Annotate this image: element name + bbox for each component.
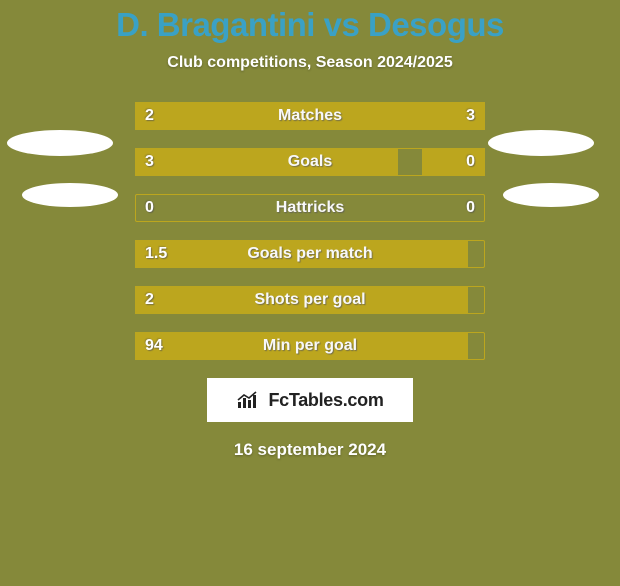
left-oval [22,183,118,207]
row-label: Shots per goal [254,291,365,309]
stat-row: 0 0 Hattricks [135,194,485,222]
value-left: 2 [145,107,154,125]
stat-row: 2 3 Matches [135,102,485,130]
chart-icon [236,390,262,410]
value-left: 2 [145,291,154,309]
value-right: 0 [466,153,475,171]
bar-right [422,148,485,176]
stat-row: 3 0 Goals [135,148,485,176]
row-label: Goals [288,153,332,171]
stat-row: 1.5 Goals per match [135,240,485,268]
subtitle: Club competitions, Season 2024/2025 [0,54,620,72]
left-oval [7,130,113,156]
date-label: 16 september 2024 [0,440,620,460]
row-label: Matches [278,107,342,125]
row-label: Hattricks [276,199,344,217]
right-oval [503,183,599,207]
stat-row: 2 Shots per goal [135,286,485,314]
stat-row: 94 Min per goal [135,332,485,360]
value-left: 94 [145,337,163,355]
value-left: 1.5 [145,245,167,263]
bar-left [135,102,275,130]
row-label: Goals per match [247,245,372,263]
row-label: Min per goal [263,337,357,355]
value-right: 3 [466,107,475,125]
bar-left [135,148,398,176]
value-left: 3 [145,153,154,171]
logo-text: FcTables.com [268,390,383,411]
logo-box: FcTables.com [207,378,413,422]
value-right: 0 [466,199,475,217]
value-left: 0 [145,199,154,217]
page-title: D. Bragantini vs Desogus [0,6,620,44]
right-oval [488,130,594,156]
